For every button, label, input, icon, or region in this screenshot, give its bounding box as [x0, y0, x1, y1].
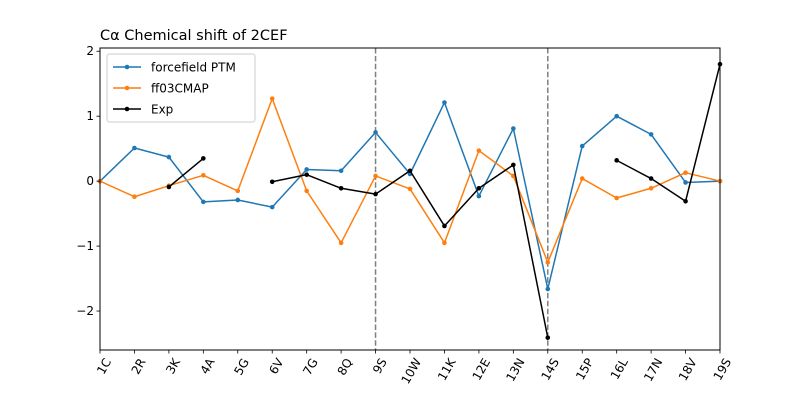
- x-tick-label-1C: 1C: [94, 356, 114, 377]
- data-point-exp-4A: [201, 156, 206, 161]
- data-point-forcefield-ptm-5G: [235, 197, 241, 203]
- data-point-forcefield-ptm-7G: [304, 167, 309, 172]
- y-tick-label: −1: [76, 239, 94, 253]
- legend-label-exp: Exp: [151, 103, 173, 117]
- data-point-exp-17N: [648, 176, 654, 181]
- legend-marker-ff03cmap: [124, 85, 130, 91]
- data-point-forcefield-ptm-9S: [373, 130, 378, 135]
- x-tick-label-8Q: 8Q: [335, 356, 356, 378]
- data-point-ff03cmap-16L: [614, 195, 619, 201]
- x-tick-label-16L: 16L: [608, 356, 631, 382]
- data-point-forcefield-ptm-2R: [132, 145, 137, 151]
- data-point-exp-10W: [407, 168, 413, 174]
- data-point-ff03cmap-8Q: [338, 240, 344, 246]
- data-point-forcefield-ptm-17N: [648, 132, 654, 137]
- y-tick-label: 1: [86, 109, 94, 123]
- data-point-exp-7G: [304, 172, 309, 177]
- legend-box: [106, 53, 256, 123]
- legend: forcefield PTM ff03CMAP Exp: [106, 53, 256, 123]
- x-tick-label-14S: 14S: [538, 356, 562, 383]
- x-tick-label-19S: 19S: [711, 356, 735, 383]
- y-tick-label: −2: [76, 304, 94, 318]
- x-tick-label-6V: 6V: [266, 355, 286, 376]
- data-point-ff03cmap-17N: [648, 185, 654, 191]
- x-tick-label-9S: 9S: [370, 356, 390, 376]
- x-tick-label-11K: 11K: [435, 355, 459, 383]
- data-point-forcefield-ptm-8Q: [338, 168, 344, 174]
- data-point-forcefield-ptm-4A: [201, 199, 206, 205]
- legend-marker-forcefield-ptm: [124, 64, 130, 70]
- data-point-ff03cmap-4A: [201, 172, 206, 178]
- data-point-exp-6V: [269, 179, 275, 185]
- data-point-exp-18V: [683, 198, 688, 204]
- x-tick-label-3K: 3K: [163, 355, 183, 376]
- x-tick-label-15P: 15P: [573, 356, 596, 382]
- series-line-exp: [615, 63, 721, 203]
- data-point-exp-8Q: [338, 185, 344, 191]
- data-point-forcefield-ptm-16L: [614, 113, 619, 119]
- data-point-forcefield-ptm-11K: [442, 100, 447, 105]
- legend-label-ff03cmap: ff03CMAP: [151, 82, 209, 96]
- data-point-ff03cmap-2R: [132, 194, 137, 200]
- data-point-ff03cmap-11K: [442, 240, 447, 246]
- data-point-exp-3K: [166, 184, 172, 190]
- data-point-ff03cmap-5G: [235, 188, 241, 194]
- data-point-exp-13N: [511, 162, 516, 168]
- data-point-forcefield-ptm-13N: [511, 126, 516, 131]
- legend-label-forcefield-ptm: forcefield PTM: [151, 61, 236, 75]
- x-tick-label-4A: 4A: [198, 355, 218, 376]
- data-point-ff03cmap-6V: [269, 96, 275, 101]
- data-point-ff03cmap-15P: [579, 176, 585, 181]
- series-line-ff03cmap: [99, 97, 721, 264]
- x-tick-label-13N: 13N: [503, 356, 527, 384]
- data-point-exp-11K: [442, 223, 447, 229]
- data-point-ff03cmap-14S: [545, 260, 551, 265]
- data-point-ff03cmap-12E: [476, 148, 482, 153]
- series-line-exp: [167, 157, 205, 189]
- data-point-ff03cmap-9S: [373, 173, 378, 179]
- x-tick-label-18V: 18V: [676, 355, 700, 383]
- data-point-exp-14S: [545, 335, 551, 340]
- data-point-forcefield-ptm-3K: [166, 154, 172, 160]
- data-point-ff03cmap-18V: [683, 170, 688, 175]
- x-tick-label-17N: 17N: [641, 356, 665, 384]
- data-point-exp-9S: [373, 191, 378, 197]
- data-point-exp-12E: [476, 185, 482, 191]
- chart-title: Cα Chemical shift of 2CEF: [100, 28, 288, 44]
- data-point-forcefield-ptm-12E: [476, 193, 482, 199]
- x-tick-label-2R: 2R: [129, 356, 149, 377]
- data-point-exp-16L: [614, 158, 619, 163]
- y-tick-label: 2: [86, 44, 94, 58]
- data-point-ff03cmap-10W: [407, 186, 413, 192]
- data-point-forcefield-ptm-15P: [579, 143, 585, 149]
- x-tick-label-7G: 7G: [300, 356, 321, 378]
- y-tick-label: 0: [86, 174, 94, 188]
- data-point-forcefield-ptm-6V: [269, 204, 275, 210]
- data-point-forcefield-ptm-14S: [545, 286, 551, 292]
- legend-marker-exp: [124, 106, 130, 112]
- x-tick-label-10W: 10W: [399, 356, 425, 387]
- data-point-ff03cmap-13N: [511, 173, 516, 179]
- data-point-ff03cmap-7G: [304, 188, 309, 194]
- x-tick-label-12E: 12E: [470, 356, 494, 383]
- data-point-forcefield-ptm-18V: [683, 180, 688, 185]
- x-tick-label-5G: 5G: [231, 356, 252, 378]
- plot-area: [97, 48, 723, 350]
